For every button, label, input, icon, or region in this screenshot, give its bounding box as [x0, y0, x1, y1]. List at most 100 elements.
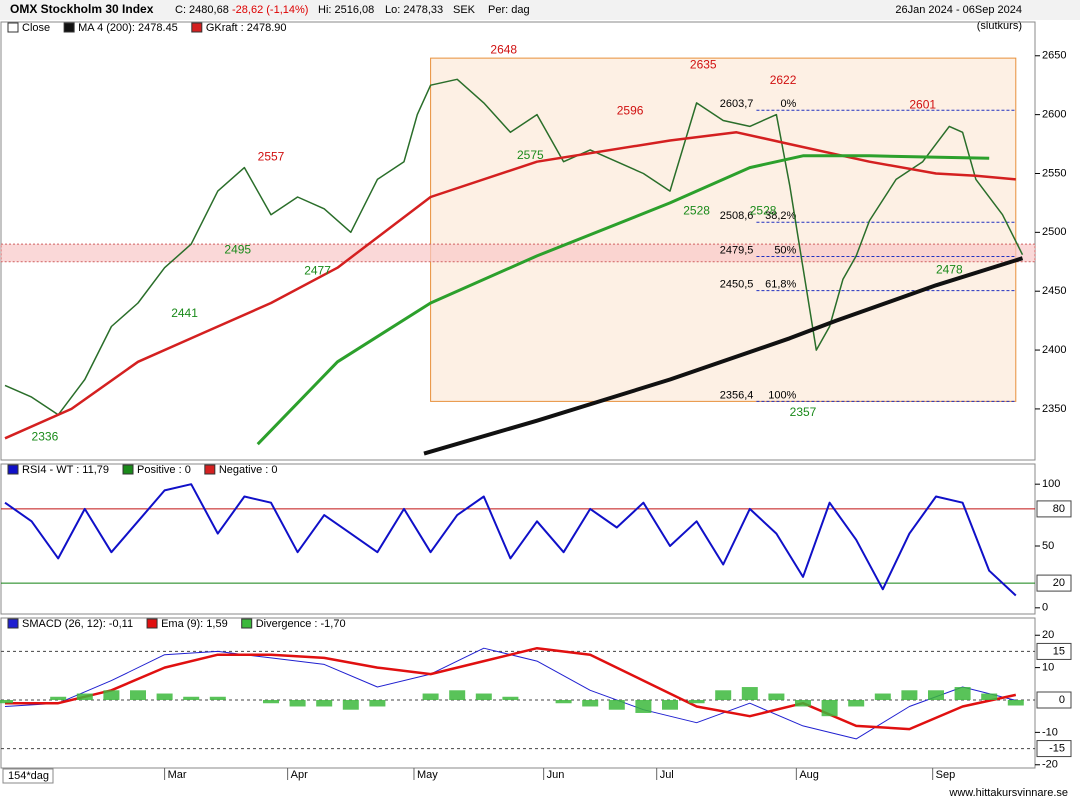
- divergence-bar: [555, 700, 572, 704]
- divergence-bar: [928, 690, 944, 700]
- y-tick-label: -20: [1042, 759, 1058, 771]
- divergence-bar: [821, 700, 838, 717]
- divergence-bar: [901, 690, 918, 700]
- peak-label: 2601: [909, 98, 936, 112]
- divergence-bar: [635, 700, 652, 713]
- trough-label: 2495: [224, 242, 251, 256]
- low: Lo: 2478,33: [385, 4, 443, 16]
- divergence-bar: [1007, 700, 1024, 706]
- series-line: [423, 256, 1024, 456]
- legend-swatch: [63, 22, 75, 33]
- divergence-bar: [502, 696, 519, 700]
- peak-label: 2596: [617, 104, 644, 118]
- x-tick-label: Jul: [660, 769, 674, 781]
- level-box: [1036, 740, 1072, 758]
- date-range: 26Jan 2024 - 06Sep 2024: [895, 4, 1022, 16]
- y-tick-label: 2650: [1042, 50, 1066, 62]
- level-label: 20: [1053, 577, 1065, 589]
- legend-label: Negative : 0: [219, 464, 278, 476]
- trough-label: 2528: [750, 204, 777, 218]
- divergence-bar: [741, 687, 758, 700]
- legend-label: MA 4 (200): 2478.45: [78, 22, 178, 34]
- level-label: -15: [1049, 742, 1065, 754]
- x-tick-label: Mar: [168, 769, 187, 781]
- legend-label: Positive : 0: [137, 464, 191, 476]
- y-tick-label: 0: [1042, 602, 1048, 614]
- divergence-bar: [209, 696, 226, 700]
- bar-count-box: [2, 768, 54, 784]
- x-tick-label: Sep: [936, 769, 956, 781]
- divergence-bar: [954, 687, 971, 700]
- divergence-bar: [582, 700, 599, 707]
- header-bar: [0, 0, 1080, 20]
- divergence-bar: [874, 693, 891, 700]
- divergence-bar: [715, 690, 732, 700]
- divergence-bar: [608, 700, 625, 710]
- legend-label: Ema (9): 1,59: [161, 618, 228, 630]
- level-label: 0: [1059, 694, 1065, 706]
- series-line: [5, 646, 1017, 731]
- fib-value: 2603,7: [720, 98, 754, 110]
- legend-swatch: [7, 464, 19, 475]
- level-label: 80: [1053, 503, 1065, 515]
- divergence-bar: [183, 696, 200, 700]
- divergence-bar: [981, 693, 998, 700]
- legend-bg: [2, 619, 422, 632]
- trough-label: 2357: [790, 405, 817, 419]
- bar-count: 154*dag: [8, 770, 49, 782]
- currency: SEK: [453, 4, 476, 16]
- y-tick-label: 50: [1042, 540, 1054, 552]
- legend-swatch: [7, 22, 19, 33]
- divergence-bar: [156, 693, 173, 700]
- legend-label: Close: [22, 22, 50, 34]
- divergence-bar: [768, 693, 785, 700]
- peak-label: 2648: [490, 42, 517, 56]
- y-tick-label: 2550: [1042, 167, 1066, 179]
- level-box: [1036, 500, 1072, 518]
- divergence-bar: [422, 693, 439, 700]
- fib-pct: 38,2%: [765, 210, 796, 222]
- y-tick-label: 2400: [1042, 344, 1066, 356]
- divergence-bar: [263, 700, 279, 704]
- trough-label: 2441: [171, 306, 198, 320]
- divergence-bar: [342, 700, 359, 710]
- divergence-bar: [369, 700, 386, 707]
- y-tick-label: 10: [1042, 662, 1054, 674]
- x-tick-label: May: [417, 769, 438, 781]
- series-line: [4, 483, 1017, 597]
- level-box: [1036, 642, 1072, 660]
- band: [0, 243, 1036, 263]
- legend-label: Divergence : -1,70: [256, 618, 346, 630]
- y-tick-label: 20: [1042, 629, 1054, 641]
- legend-label: SMACD (26, 12): -0,11: [22, 618, 133, 630]
- series-line: [4, 78, 1024, 416]
- x-tick-label: Aug: [799, 769, 819, 781]
- peak-label: 2557: [258, 149, 285, 163]
- trough-label: 2336: [32, 430, 59, 444]
- series-line: [256, 154, 990, 446]
- change: -28,62 (-1,14%): [232, 4, 308, 16]
- legend-swatch: [191, 22, 203, 33]
- website: www.hittakursvinnare.se: [948, 787, 1068, 799]
- series-line: [4, 131, 1016, 440]
- x-tick-label: Jun: [547, 769, 565, 781]
- legend-swatch: [146, 618, 158, 629]
- divergence-bar: [662, 700, 678, 710]
- trough-label: 2528: [683, 204, 710, 218]
- divergence-bar: [688, 700, 705, 704]
- divergence-bar: [449, 690, 466, 700]
- fib-pct: 0%: [780, 98, 796, 110]
- y-tick-label: -10: [1042, 726, 1058, 738]
- fib-pct: 61,8%: [765, 279, 796, 291]
- legend-label: GKraft : 2478.90: [206, 22, 287, 34]
- level-label: 15: [1053, 645, 1065, 657]
- title: OMX Stockholm 30 Index: [10, 2, 154, 16]
- panel-frame: [0, 617, 1036, 769]
- peak-label: 2635: [690, 58, 717, 72]
- divergence-bar: [50, 696, 67, 700]
- fib-value: 2450,5: [720, 279, 754, 291]
- fib-pct: 50%: [774, 244, 796, 256]
- close: C: 2480,68: [175, 4, 229, 16]
